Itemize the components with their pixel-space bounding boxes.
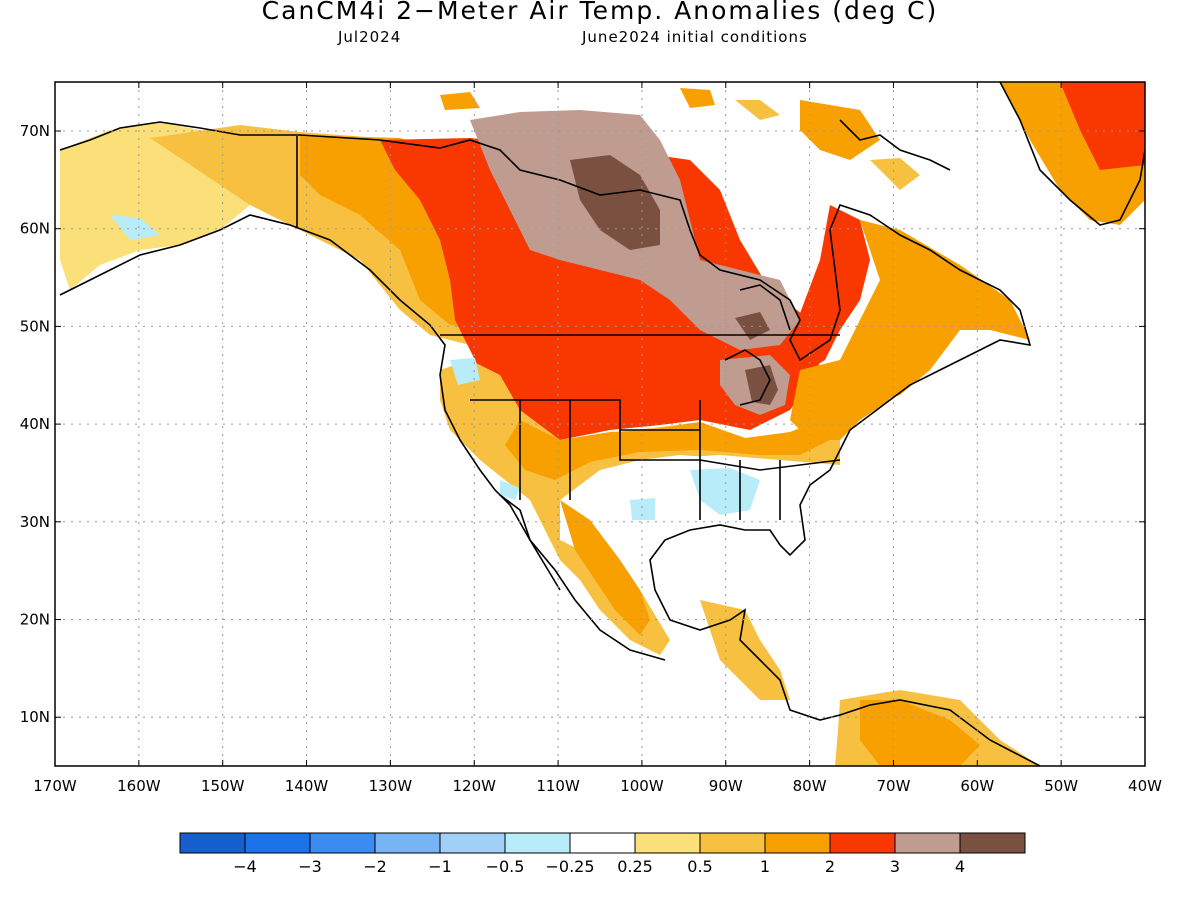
longitude-labels: 170W 160W 150W 140W 130W 120W 110W 100W 90W 80W 70… (33, 777, 1162, 795)
lon-label-130W: 130W (369, 777, 413, 795)
colorbar-swatch-6 (569, 832, 636, 854)
colorbar-label-4: −0.5 (486, 857, 525, 876)
colorbar-swatch-4 (439, 832, 506, 854)
colorbar-swatch-9 (764, 832, 831, 854)
lon-label-150W: 150W (201, 777, 245, 795)
colorbar-swatch-12 (959, 832, 1026, 854)
lat-label-10N: 10N (20, 708, 50, 726)
colorbar-label-11: 4 (955, 857, 965, 876)
lon-label-50W: 50W (1044, 777, 1078, 795)
lat-label-30N: 30N (20, 513, 50, 531)
colorbar-label-0: −4 (233, 857, 257, 876)
lon-label-160W: 160W (117, 777, 161, 795)
lon-label-40W: 40W (1128, 777, 1162, 795)
colorbar-label-6: 0.25 (617, 857, 653, 876)
lon-label-80W: 80W (793, 777, 827, 795)
lon-label-170W: 170W (33, 777, 77, 795)
lon-label-140W: 140W (285, 777, 329, 795)
chart-title: CanCM4i 2−Meter Air Temp. Anomalies (deg… (261, 0, 939, 25)
colorbar-swatch-8 (699, 832, 766, 854)
colorbar-swatch-3 (374, 832, 441, 854)
colorbar (179, 832, 1026, 854)
colorbar-swatch-5 (504, 832, 571, 854)
gridlines (55, 82, 1145, 766)
lon-label-60W: 60W (960, 777, 994, 795)
valid-month: Jul2024 (338, 28, 402, 46)
colorbar-swatch-0 (179, 832, 246, 854)
colorbar-label-9: 2 (825, 857, 835, 876)
lon-label-90W: 90W (709, 777, 743, 795)
colorbar-swatch-11 (894, 832, 961, 854)
lat-label-60N: 60N (20, 220, 50, 238)
lat-label-50N: 50N (20, 317, 50, 335)
lon-label-120W: 120W (452, 777, 496, 795)
lon-label-100W: 100W (620, 777, 664, 795)
axis-ticks (54, 82, 1146, 766)
lat-label-40N: 40N (20, 415, 50, 433)
latitude-labels: 70N 60N 50N 40N 30N 20N 10N (20, 122, 50, 726)
colorbar-label-1: −3 (298, 857, 322, 876)
colorbar-labels: −4 −3 −2 −1 −0.5 −0.25 0.25 0.5 1 2 3 4 (233, 857, 965, 876)
colorbar-label-2: −2 (363, 857, 387, 876)
colorbar-label-8: 1 (760, 857, 770, 876)
initial-conditions-label: June2024 initial conditions (582, 28, 808, 46)
lat-label-20N: 20N (20, 611, 50, 629)
lat-label-70N: 70N (20, 122, 50, 140)
colorbar-swatch-10 (829, 832, 896, 854)
colorbar-swatch-1 (244, 832, 311, 854)
anomaly-field (60, 82, 1145, 766)
colorbar-swatch-7 (634, 832, 701, 854)
colorbar-label-7: 0.5 (687, 857, 712, 876)
colorbar-label-10: 3 (890, 857, 900, 876)
colorbar-label-3: −1 (428, 857, 452, 876)
colorbar-label-5: −0.25 (545, 857, 594, 876)
lon-label-110W: 110W (536, 777, 580, 795)
coastlines (59, 82, 1145, 766)
lon-label-70W: 70W (877, 777, 911, 795)
colorbar-swatch-2 (309, 832, 376, 854)
